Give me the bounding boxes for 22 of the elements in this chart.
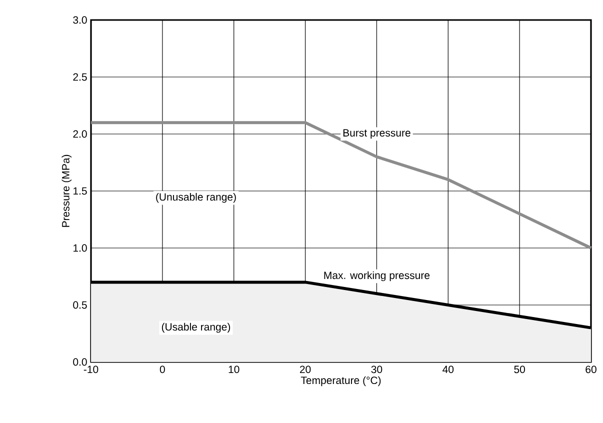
y-tick-label: 3.0 [73, 16, 87, 24]
annotation: (Usable range) [162, 322, 230, 333]
x-tick-label: 20 [300, 366, 311, 374]
x-tick-label: 30 [371, 366, 382, 374]
x-tick-label: 40 [442, 366, 454, 374]
line-series [90, 121, 592, 250]
x-tick-label: 10 [228, 366, 240, 374]
y-tick-label: 0.0 [73, 358, 87, 366]
x-axis-title: Temperature (°C) [300, 376, 381, 386]
x-tick-label: 60 [586, 366, 596, 374]
y-tick-label: 2.5 [73, 73, 87, 81]
series-label: Max. working pressure [324, 271, 430, 282]
series-label: Burst pressure [343, 129, 410, 139]
y-tick-label: 2.0 [73, 130, 87, 138]
y-tick-label: 0.5 [73, 301, 87, 309]
y-tick-label: 1.5 [74, 187, 87, 195]
y-tick-label: 1.0 [74, 244, 87, 252]
x-tick-label: 0 [160, 366, 165, 374]
y-axis-title: Pressure (MPa) [62, 154, 72, 227]
annotation: (Unusable range) [156, 192, 236, 203]
x-tick-label: -10 [84, 366, 98, 374]
x-tick-label: 50 [514, 366, 525, 374]
